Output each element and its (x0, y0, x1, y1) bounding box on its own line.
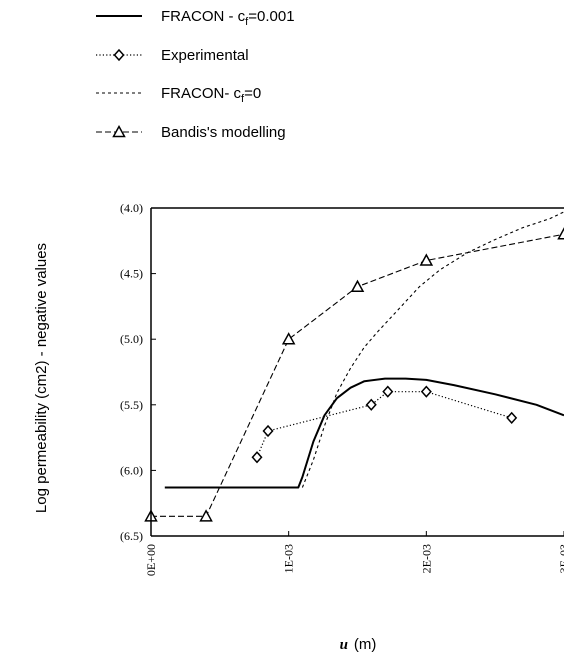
data-point-diamond (365, 398, 377, 411)
legend-item: Bandis's modelling (96, 124, 286, 141)
x-tick-label: 3E-03 (557, 544, 564, 573)
legend-item: FRACON- cf=0 (96, 85, 261, 105)
legend-label: FRACON - cf=0.001 (161, 8, 295, 28)
x-tick-label: 0E+00 (144, 544, 158, 576)
data-point-triangle (557, 227, 564, 240)
x-axis-title: u (m) (340, 636, 377, 653)
legend-marker-diamond (113, 48, 125, 62)
x-axis-symbol: u (340, 637, 348, 653)
legend-item: Experimental (96, 47, 249, 64)
data-point-diamond (382, 385, 394, 398)
legend-label: Bandis's modelling (161, 124, 286, 141)
legend: FRACON - cf=0.001 Experimental FRACON- cf=… (96, 8, 295, 141)
y-tick-label: (6.5) (120, 529, 143, 543)
series-line (256, 391, 512, 458)
axes: (4.0) (4.5) (5.0) (5.5) (6.0) (6.5)0E+00 1E-03… (120, 201, 564, 576)
data-point-diamond (420, 385, 432, 398)
data-point-triangle (199, 509, 213, 522)
series-line (164, 377, 564, 489)
x-tick-label: 2E-03 (419, 544, 433, 573)
plot-area (144, 211, 564, 522)
y-tick-label: (5.0) (120, 332, 143, 346)
y-tick-label: (4.5) (120, 267, 143, 281)
data-point-diamond (506, 411, 518, 425)
series-layer (144, 211, 564, 522)
legend-item: FRACON - cf=0.001 (96, 8, 295, 28)
data-point-diamond (251, 451, 263, 464)
legend-marker-triangle (112, 124, 126, 138)
data-point-triangle (419, 253, 434, 266)
data-point-triangle (350, 279, 365, 292)
legend-label: Experimental (161, 47, 249, 64)
series-line (151, 233, 564, 517)
data-point-triangle (281, 332, 296, 345)
x-tick-label: 1E-03 (282, 544, 296, 573)
y-tick-label: (5.5) (120, 398, 143, 412)
series-line (301, 211, 564, 488)
x-axis-unit: (m) (354, 636, 377, 653)
y-tick-label: (6.0) (120, 463, 143, 477)
y-axis-title: Log permeability (cm2) - negative values (33, 243, 50, 513)
data-point-diamond (262, 424, 274, 438)
legend-label: FRACON- cf=0 (161, 85, 261, 105)
y-tick-label: (4.0) (120, 201, 143, 215)
